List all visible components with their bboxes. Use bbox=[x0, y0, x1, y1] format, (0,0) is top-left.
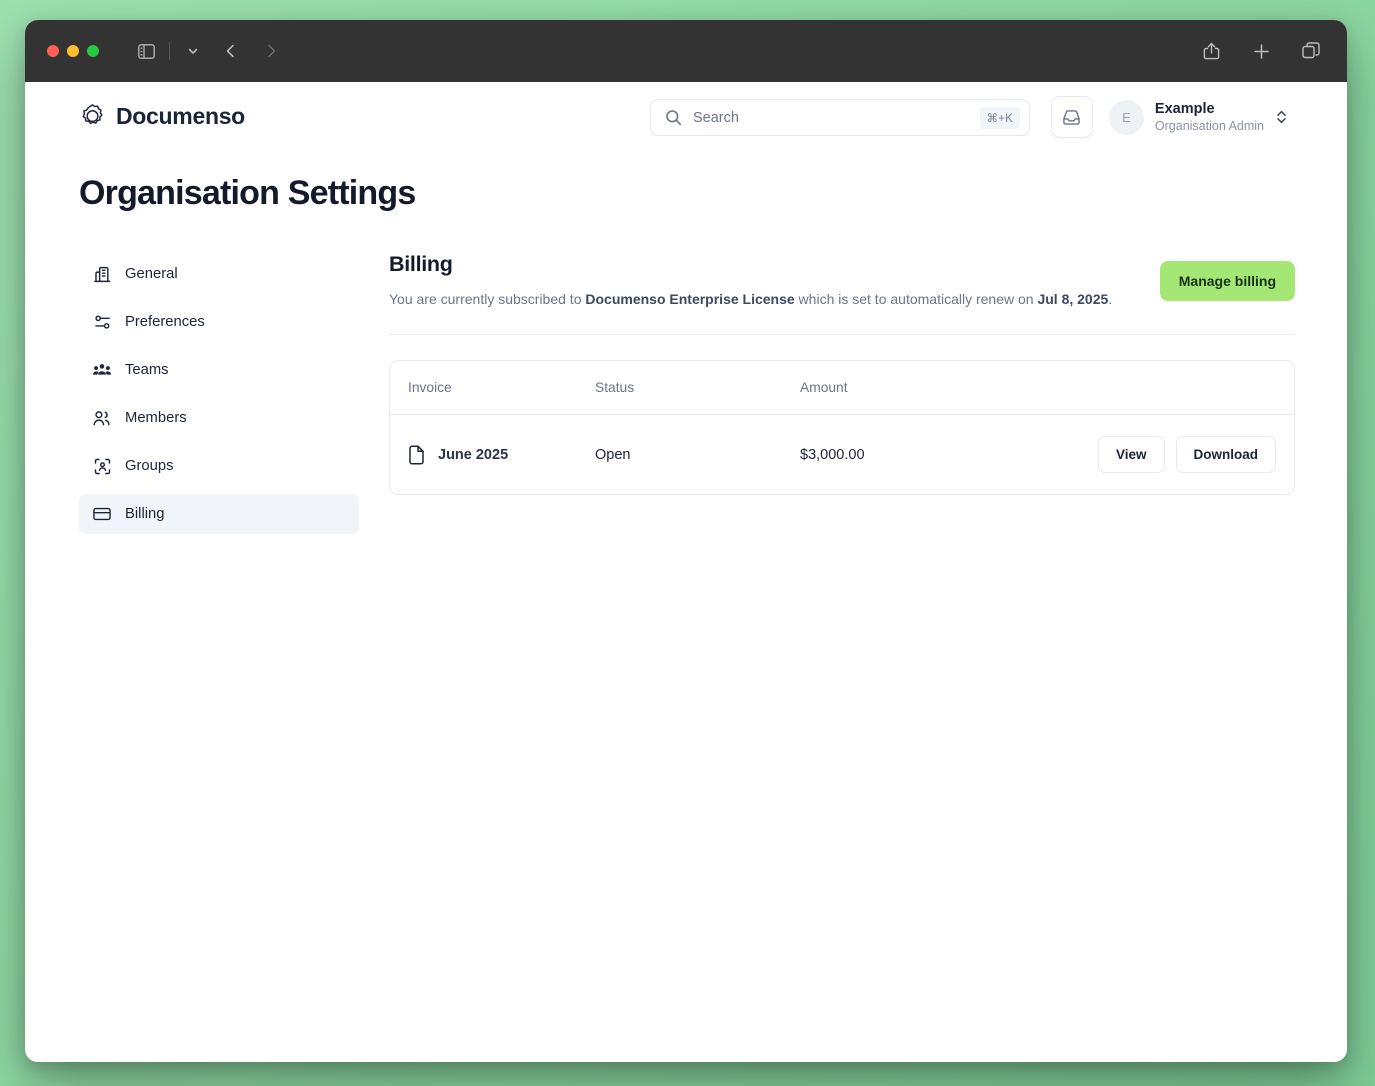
page-body: Organisation Settings bbox=[25, 150, 1347, 542]
sidebar-item-preferences[interactable]: Preferences bbox=[79, 302, 359, 342]
sidebar-item-label: Members bbox=[125, 410, 187, 426]
search-input[interactable]: Search ⌘+K bbox=[650, 99, 1030, 136]
sidebar-item-teams[interactable]: Teams bbox=[79, 350, 359, 390]
sidebar-item-general[interactable]: General bbox=[79, 254, 359, 294]
sidebar-item-groups[interactable]: Groups bbox=[79, 446, 359, 486]
desc-suffix: . bbox=[1108, 291, 1113, 307]
brand-name: Documenso bbox=[116, 102, 245, 129]
chevron-down-icon[interactable] bbox=[179, 38, 207, 64]
share-icon[interactable] bbox=[1197, 38, 1225, 64]
page-title: Organisation Settings bbox=[79, 174, 416, 212]
sidebar-item-label: Billing bbox=[125, 506, 165, 522]
sliders-icon bbox=[93, 313, 111, 331]
building-icon bbox=[93, 265, 111, 283]
chevron-left-icon[interactable] bbox=[217, 38, 245, 64]
column-header-status: Status bbox=[595, 361, 800, 416]
cell-status: Open bbox=[595, 446, 631, 463]
sidebar-item-billing[interactable]: Billing bbox=[79, 494, 359, 534]
brand-logo[interactable]: Documenso bbox=[79, 103, 245, 130]
browser-titlebar bbox=[25, 20, 1347, 82]
table-row: June 2025 Open $3,000.00 View Download bbox=[390, 415, 1294, 495]
renew-date: Jul 8, 2025 bbox=[1037, 291, 1109, 307]
user-pair-icon bbox=[93, 409, 111, 427]
invoices-table-card: Invoice Status Amount bbox=[389, 360, 1295, 496]
sidebar-item-label: General bbox=[125, 266, 178, 282]
billing-header: Billing You are currently subscribed to … bbox=[389, 252, 1295, 309]
search-placeholder: Search bbox=[693, 109, 739, 126]
plan-name: Documenso Enterprise License bbox=[585, 291, 795, 307]
user-meta: Example Organisation Admin bbox=[1155, 100, 1264, 135]
search-shortcut-badge: ⌘+K bbox=[979, 106, 1020, 129]
desc-prefix: You are currently subscribed to bbox=[389, 291, 586, 307]
download-invoice-button[interactable]: Download bbox=[1175, 436, 1276, 474]
plus-icon[interactable] bbox=[1247, 38, 1275, 64]
cell-amount: $3,000.00 bbox=[800, 446, 865, 463]
view-invoice-button[interactable]: View bbox=[1097, 436, 1165, 474]
sidebar-toggle-group bbox=[132, 38, 207, 64]
invoice-name: June 2025 bbox=[438, 446, 509, 463]
app-content: Documenso Search ⌘+K bbox=[25, 82, 1347, 1062]
titlebar-actions bbox=[1197, 38, 1325, 64]
table-header-row: Invoice Status Amount bbox=[390, 361, 1294, 416]
user-menu[interactable]: E Example Organisation Admin bbox=[1108, 99, 1292, 135]
invoices-table: Invoice Status Amount bbox=[390, 361, 1294, 494]
documenso-badge-icon bbox=[79, 103, 106, 130]
header-right-actions: E Example Organisation Admin bbox=[1050, 96, 1292, 138]
cell-actions: View Download bbox=[1060, 415, 1294, 495]
maximize-window-button[interactable] bbox=[87, 45, 99, 57]
minimize-window-button[interactable] bbox=[67, 45, 79, 57]
user-name: Example bbox=[1154, 100, 1215, 117]
sidebar-item-members[interactable]: Members bbox=[79, 398, 359, 438]
users-group-icon bbox=[93, 361, 111, 379]
credit-card-icon bbox=[93, 505, 111, 523]
copy-tabs-icon[interactable] bbox=[1297, 38, 1325, 64]
column-header-amount: Amount bbox=[800, 361, 1060, 416]
settings-sidebar: General Preferences bbox=[79, 252, 359, 542]
inbox-button[interactable] bbox=[1050, 96, 1093, 138]
group-scan-icon bbox=[93, 457, 111, 475]
desc-middle: which is set to automatically renew on bbox=[794, 291, 1038, 307]
inbox-icon bbox=[1062, 108, 1081, 127]
sidebar-item-label: Preferences bbox=[125, 314, 205, 330]
sidebar-item-label: Groups bbox=[125, 458, 174, 474]
search-icon bbox=[665, 109, 682, 126]
avatar: E bbox=[1108, 99, 1144, 135]
user-role: Organisation Admin bbox=[1154, 119, 1264, 134]
section-divider bbox=[389, 334, 1295, 336]
column-header-invoice: Invoice bbox=[390, 361, 595, 416]
sidebar-toggle-icon[interactable] bbox=[132, 38, 160, 64]
subscription-description: You are currently subscribed to Documens… bbox=[389, 289, 1140, 309]
section-title: Billing bbox=[389, 252, 453, 276]
column-header-actions bbox=[1060, 361, 1294, 416]
browser-navigation bbox=[217, 38, 285, 64]
cell-invoice: June 2025 bbox=[390, 415, 595, 495]
sidebar-item-label: Teams bbox=[125, 362, 169, 378]
titlebar-divider bbox=[169, 42, 170, 60]
browser-window: Documenso Search ⌘+K bbox=[25, 20, 1347, 1062]
chevron-right-icon[interactable] bbox=[257, 38, 285, 64]
chevron-up-down-icon bbox=[1275, 108, 1288, 126]
traffic-lights bbox=[47, 45, 99, 57]
billing-panel: Billing You are currently subscribed to … bbox=[389, 252, 1295, 496]
app-header: Documenso Search ⌘+K bbox=[25, 82, 1347, 150]
manage-billing-button[interactable]: Manage billing bbox=[1159, 261, 1295, 301]
file-icon bbox=[408, 445, 425, 465]
close-window-button[interactable] bbox=[47, 45, 59, 57]
